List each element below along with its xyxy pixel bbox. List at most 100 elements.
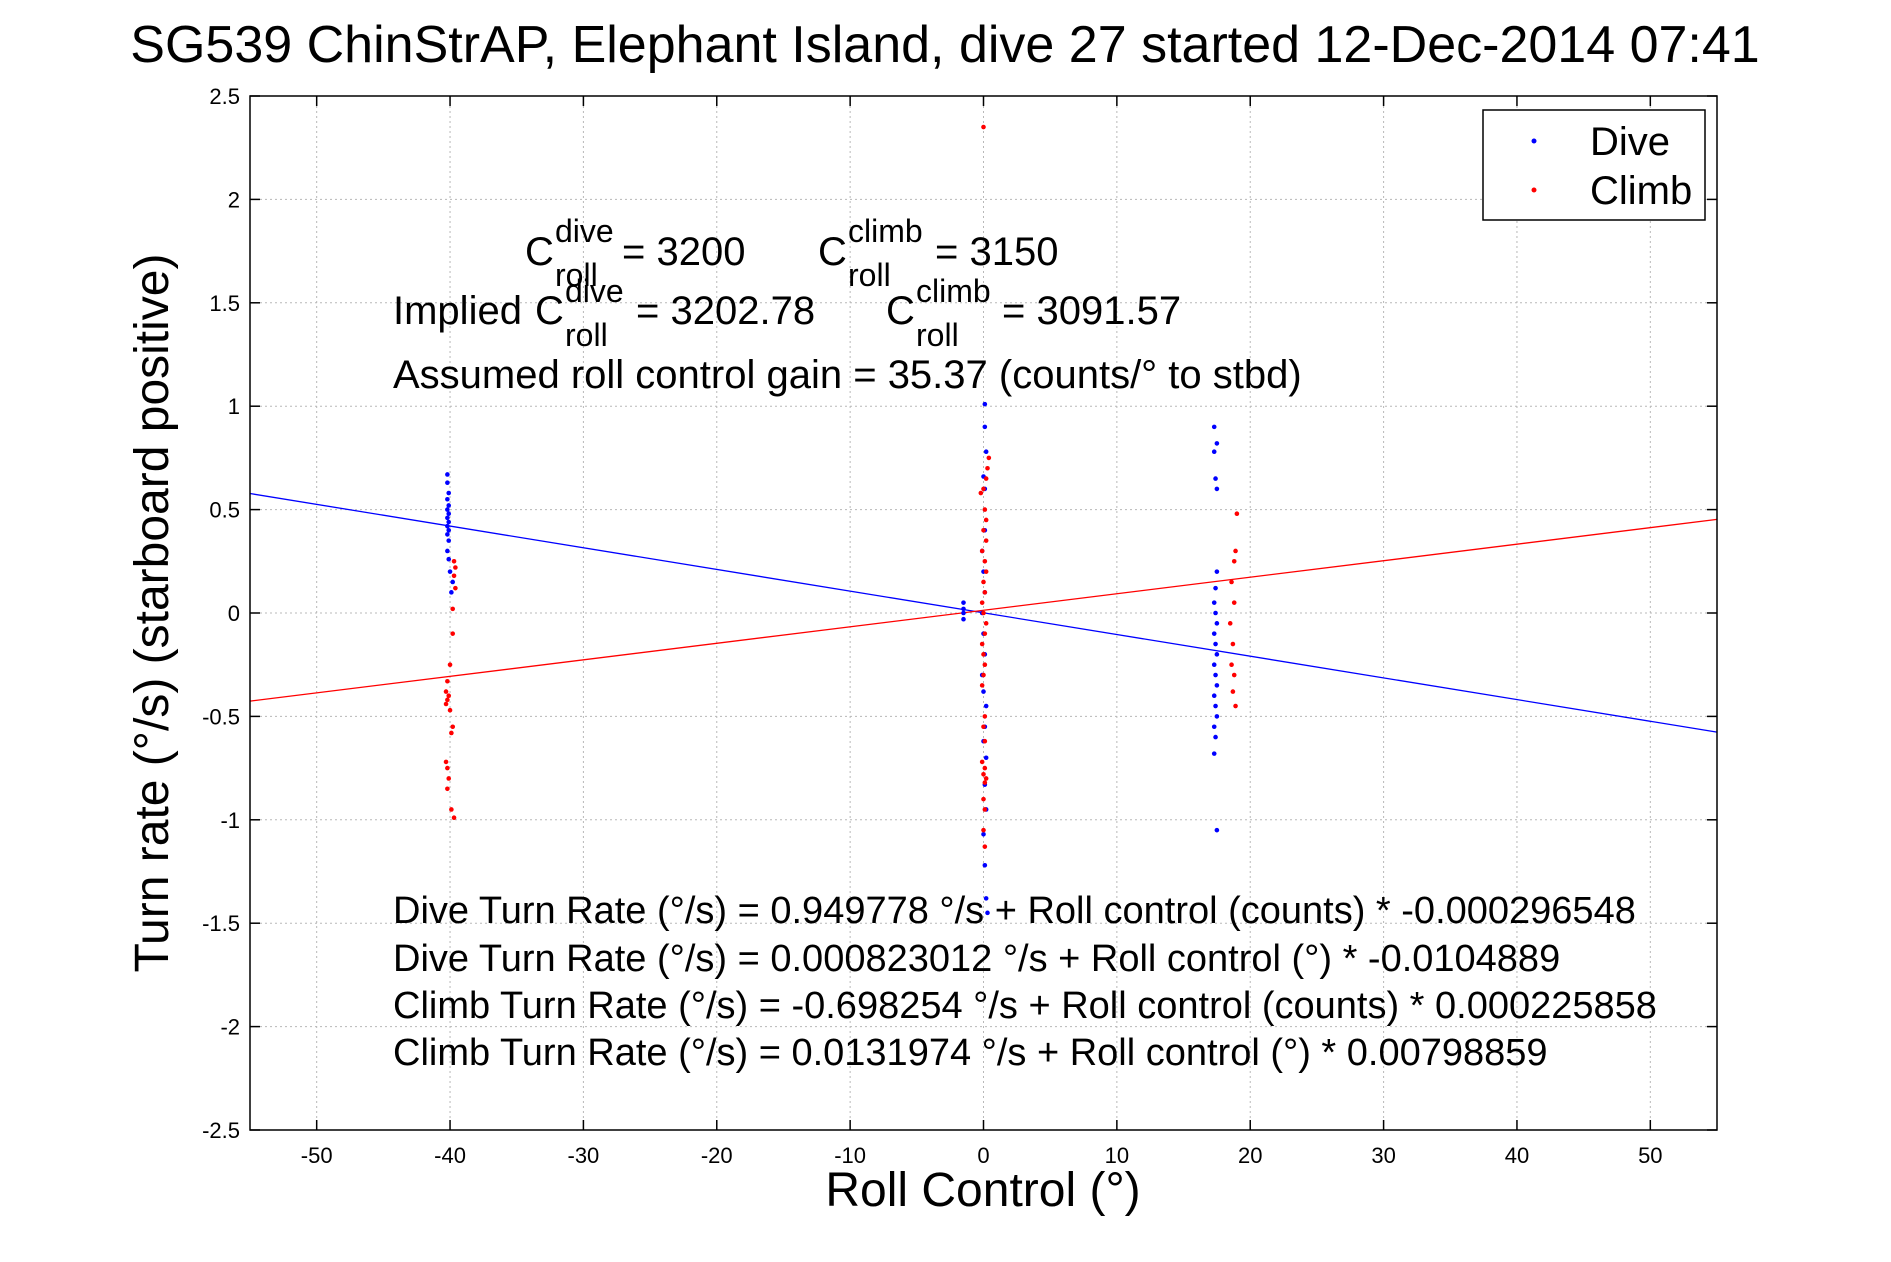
dive-point: [982, 424, 988, 430]
climb-point: [985, 465, 990, 471]
climb-point: [1233, 703, 1238, 709]
c-dive-superscript: dive: [555, 213, 614, 249]
y-tick-label: -1: [220, 808, 240, 833]
climb-point: [981, 724, 986, 730]
y-tick-label: 1.5: [209, 291, 240, 316]
dive-point: [445, 472, 450, 477]
climb-point: [981, 124, 986, 130]
dive-point: [983, 896, 989, 901]
climb-point: [449, 807, 454, 812]
climb-point: [982, 662, 988, 667]
y-tick-label: 2: [228, 187, 240, 212]
dive-point: [983, 703, 989, 709]
climb-point: [982, 631, 988, 636]
climb-point: [982, 590, 988, 595]
regression-equations: Dive Turn Rate (°/s) = 0.949778 °/s + Ro…: [393, 890, 1657, 1074]
y-tick-label: -1.5: [202, 911, 240, 936]
dive-point: [981, 689, 986, 694]
y-tick-label: 0: [228, 601, 240, 626]
climb-point: [983, 621, 989, 626]
climb-point: [1227, 621, 1233, 626]
dive-point: [446, 503, 452, 508]
legend-dive-label: Dive: [1590, 120, 1670, 164]
climb-point: [1230, 641, 1236, 647]
climb-point: [981, 672, 986, 678]
dive-point: [1213, 734, 1218, 740]
climb-point: [445, 697, 450, 703]
climb-point: [981, 796, 986, 802]
climb-point: [981, 652, 986, 657]
legend-box: [1482, 109, 1706, 221]
implied-dive-subscript: roll: [565, 317, 608, 353]
y-tick-label: 0.5: [209, 498, 240, 523]
climb-point: [453, 585, 458, 591]
climb-fit-line: [249, 518, 1718, 702]
dive-point: [445, 532, 450, 537]
dive-point: [1211, 751, 1217, 756]
dive-point: [1214, 569, 1220, 574]
climb-point: [446, 776, 452, 781]
climb-point: [1229, 662, 1234, 667]
climb-point: [982, 714, 988, 719]
dive-point: [450, 579, 456, 585]
dive-point: [1214, 652, 1220, 657]
climb-point: [453, 565, 458, 570]
implied-climb-symbol: C: [886, 289, 915, 333]
climb-point: [981, 527, 986, 533]
x-tick-label: 20: [1238, 1143, 1262, 1168]
climb-point: [982, 765, 988, 771]
climb-point: [445, 678, 450, 684]
chart-title: SG539 ChinStrAP, Elephant Island, dive 2…: [130, 16, 1759, 74]
c-dive-subscript: roll: [555, 257, 598, 293]
dive-point: [1213, 641, 1218, 647]
climb-point: [981, 827, 986, 833]
dive-point: [447, 569, 453, 574]
grid-lines: [250, 95, 1717, 1131]
dive-point: [445, 496, 450, 502]
equation-climb-counts: Climb Turn Rate (°/s) = -0.698254 °/s + …: [393, 985, 1657, 1027]
implied-climb-subscript: roll: [916, 317, 959, 353]
legend-climb-marker: [1531, 187, 1537, 193]
climb-point: [445, 765, 450, 771]
x-tick-label: -50: [301, 1143, 333, 1168]
dive-point: [1213, 610, 1218, 616]
dive-point: [446, 538, 452, 543]
dive-point: [445, 507, 450, 512]
implied-prefix: Implied: [393, 289, 522, 333]
x-tick-label: 30: [1371, 1143, 1395, 1168]
x-tick-label: -10: [834, 1143, 866, 1168]
climb-point: [1234, 511, 1240, 517]
climb-point: [1233, 548, 1238, 554]
dive-point: [1213, 476, 1218, 481]
dive-point: [961, 600, 966, 605]
climb-point: [983, 569, 989, 574]
dive-point: [983, 449, 989, 454]
climb-point: [1231, 600, 1237, 605]
equation-dive-counts: Dive Turn Rate (°/s) = 0.949778 °/s + Ro…: [393, 890, 1636, 932]
y-tick-label: 2.5: [209, 84, 240, 109]
climb-point: [982, 844, 988, 849]
c-roll-annotations: C dive roll = 3200 C climb roll = 3150 I…: [393, 213, 1302, 397]
climb-point: [1231, 672, 1237, 678]
dive-point: [446, 527, 452, 533]
climb-point: [443, 689, 449, 694]
c-climb-value: = 3150: [935, 230, 1058, 274]
equation-climb-degrees: Climb Turn Rate (°/s) = 0.0131974 °/s + …: [393, 1032, 1548, 1074]
x-tick-label: 10: [1105, 1143, 1129, 1168]
climb-point: [979, 641, 985, 647]
dive-point: [1214, 441, 1220, 446]
climb-point: [982, 507, 988, 512]
x-tick-label: -20: [701, 1143, 733, 1168]
y-tick-label: 1: [228, 394, 240, 419]
dive-point: [985, 910, 990, 916]
dive-point: [1214, 714, 1220, 719]
dive-point: [1211, 693, 1217, 699]
dive-point: [446, 490, 452, 496]
c-climb-symbol: C: [818, 230, 847, 274]
x-tick-label: -40: [434, 1143, 466, 1168]
dive-point: [1211, 600, 1217, 605]
climb-point: [443, 701, 449, 707]
climb-point: [981, 486, 986, 492]
dive-point: [982, 401, 988, 407]
implied-dive-superscript: dive: [565, 273, 624, 309]
